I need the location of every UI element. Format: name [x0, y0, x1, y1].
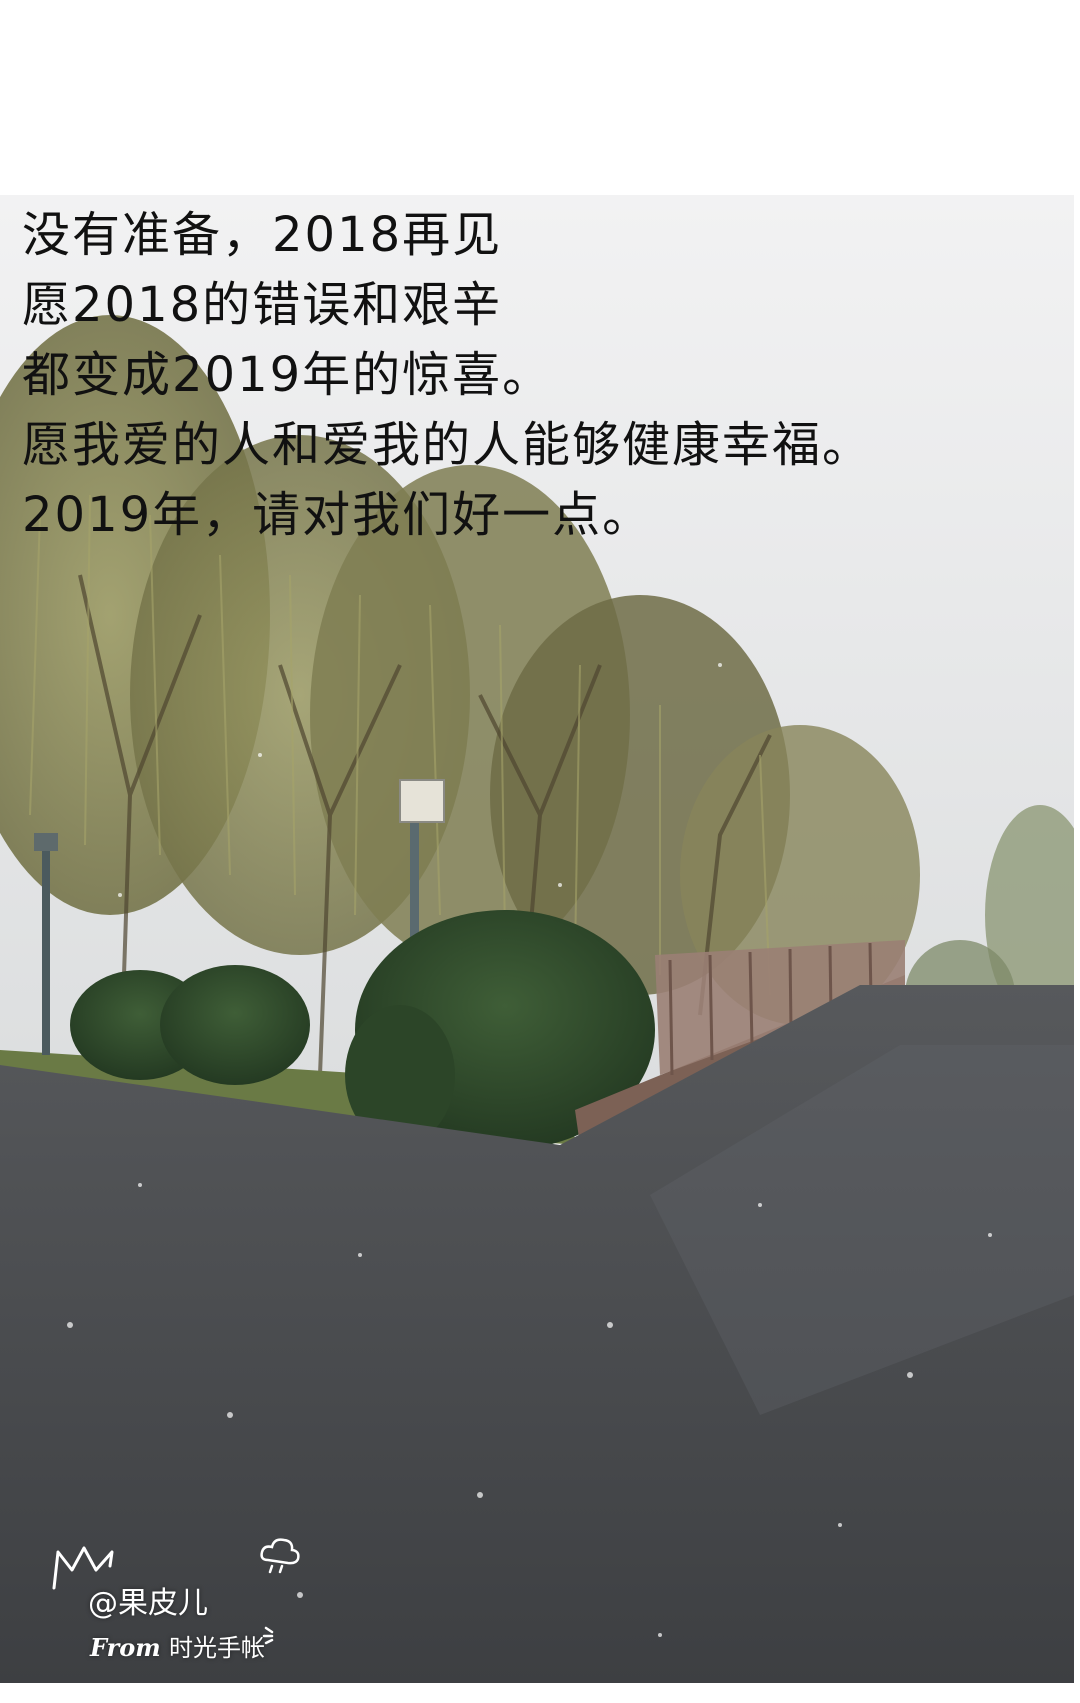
snowflakes — [67, 663, 992, 1637]
sparkle-icon — [262, 1626, 274, 1645]
caption-line-2: 愿2018的错误和艰辛 — [22, 277, 503, 333]
watermark-from-label: From — [90, 1633, 161, 1662]
caption: 没有准备，2018再见 愿2018的错误和艰辛 都变成2019年的惊喜。 愿我爱… — [22, 200, 1062, 550]
caption-line-4: 愿我爱的人和爱我的人能够健康幸福。 — [22, 417, 873, 473]
bushes — [70, 910, 655, 1150]
lamp-post-middle — [399, 779, 445, 975]
caption-line-5: 2019年，请对我们好一点。 — [22, 487, 653, 543]
watermark-app-name: 时光手帐 — [169, 1634, 266, 1662]
caption-line-1: 没有准备，2018再见 — [22, 207, 503, 263]
caption-line-3: 都变成2019年的惊喜。 — [22, 347, 553, 403]
lamp-post-left — [34, 833, 58, 1055]
crown-icon — [52, 1546, 114, 1590]
watermark-from: From 时光手帐 — [90, 1628, 265, 1663]
road — [0, 985, 1074, 1683]
photo — [0, 195, 1074, 1683]
cloud-icon — [260, 1538, 300, 1574]
photo-scene — [0, 195, 1074, 1683]
watermark: @果皮儿 From 时光手帐 — [40, 1520, 340, 1670]
watermark-user: @果皮儿 — [88, 1586, 208, 1621]
